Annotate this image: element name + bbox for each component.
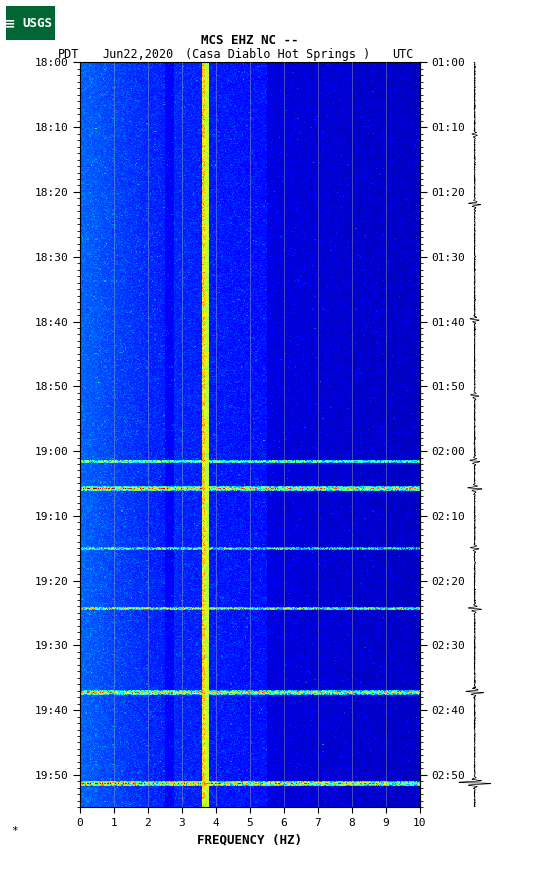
X-axis label: FREQUENCY (HZ): FREQUENCY (HZ)	[197, 833, 302, 847]
Text: (Casa Diablo Hot Springs ): (Casa Diablo Hot Springs )	[185, 48, 370, 62]
FancyBboxPatch shape	[6, 6, 55, 40]
Text: MCS EHZ NC --: MCS EHZ NC --	[201, 34, 298, 47]
Text: PDT: PDT	[58, 48, 79, 62]
Text: *: *	[11, 826, 18, 836]
Text: Jun22,2020: Jun22,2020	[102, 48, 173, 62]
Text: USGS: USGS	[23, 17, 53, 29]
Text: ≡: ≡	[4, 16, 15, 30]
Text: UTC: UTC	[392, 48, 413, 62]
